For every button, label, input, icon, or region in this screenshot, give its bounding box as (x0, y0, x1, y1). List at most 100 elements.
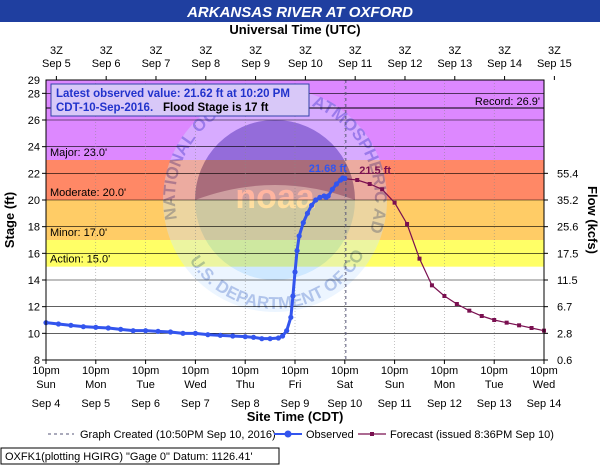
forecast-point (405, 222, 410, 226)
zone-label-action: Action: 15.0' (50, 254, 110, 266)
top-tick-label-time: 3Z (448, 45, 461, 57)
top-tick-label-date: Sep 6 (92, 58, 121, 70)
observed-point (300, 220, 306, 226)
observed-point (288, 314, 294, 320)
observed-point (342, 175, 348, 181)
datum-footer: OXFK1(plotting HGIRG) "Gage 0" Datum: 11… (5, 451, 253, 463)
right-tick-label: 0.6 (557, 355, 572, 367)
bottom-tick-label-date: Sep 9 (281, 398, 310, 410)
observed-point (333, 181, 340, 187)
bottom-tick-label-date: Sep 6 (131, 398, 160, 410)
bottom-tick-label-time: 10pm (82, 365, 110, 377)
chart-title: ARKANSAS RIVER AT OXFORD (186, 4, 413, 21)
forecast-point (429, 283, 434, 288)
top-tick-label-time: 3Z (299, 45, 312, 57)
left-axis-title: Stage (ft) (2, 192, 17, 248)
bottom-tick-label-day: Tue (136, 379, 155, 391)
bottom-tick-label-day: Tue (485, 379, 504, 391)
top-tick-label-date: Sep 8 (191, 58, 220, 70)
bottom-tick-label-date: Sep 14 (527, 398, 562, 410)
observed-point (105, 325, 111, 331)
legend-graph-created: Graph Created (10:50PM Sep 10, 2016) (80, 429, 276, 441)
top-tick-label-time: 3Z (100, 45, 113, 57)
observed-point (217, 332, 223, 338)
legend: Graph Created (10:50PM Sep 10, 2016) Obs… (48, 429, 554, 441)
right-tick-label: 2.8 (557, 328, 572, 340)
top-tick-label-time: 3Z (349, 45, 362, 57)
top-tick-label-date: Sep 13 (437, 58, 472, 70)
left-tick-label: 16 (28, 248, 40, 260)
bottom-tick-label-time: 10pm (281, 365, 309, 377)
bottom-tick-label-day: Thu (236, 379, 255, 391)
top-tick-label-time: 3Z (498, 45, 511, 57)
bottom-tick-label-day: Fri (289, 379, 302, 391)
right-tick-label: 6.7 (557, 302, 572, 314)
observed-point (290, 293, 296, 299)
observed-point (230, 333, 236, 339)
top-tick-label-date: Sep 7 (142, 58, 171, 70)
bottom-tick-label-day: Wed (184, 379, 206, 391)
forecast-point (492, 318, 497, 322)
latest-value-date: CDT-10-Sep-2016. (56, 102, 153, 114)
observed-point (284, 328, 290, 334)
bottom-tick-label-day: Sat (337, 379, 354, 391)
record-label: Record: 26.9' (475, 96, 540, 108)
zone-label-moderate: Moderate: 20.0' (50, 187, 126, 199)
bottom-tick-label-date: Sep 8 (231, 398, 260, 410)
bottom-axis: 10pm Sun Sep 4 10pm Mon Sep 5 10pm Tue Sep 6 10pm… (32, 360, 562, 410)
latest-value-box: Latest observed value: 21.62 ft at 10:20… (50, 83, 310, 117)
forecast-point (517, 323, 522, 328)
observed-series (43, 175, 348, 342)
observed-point (259, 336, 265, 342)
observed-point (55, 321, 62, 327)
forecast-point (355, 178, 360, 182)
top-tick-label-date: Sep 5 (42, 58, 71, 70)
forecast-point (454, 302, 459, 306)
observed-point (317, 194, 323, 200)
bottom-tick-label-date: Sep 10 (327, 398, 362, 410)
bottom-tick-label-time: 10pm (182, 365, 210, 377)
observed-point (313, 197, 319, 203)
observed-point (267, 336, 273, 342)
left-tick-label: 22 (28, 168, 40, 180)
bottom-tick-label-time: 10pm (331, 365, 359, 377)
top-tick-label-time: 3Z (399, 45, 412, 57)
forecast-point (417, 256, 422, 261)
bottom-tick-label-time: 10pm (32, 365, 60, 377)
left-tick-label: 8 (34, 355, 40, 367)
legend-observed: Observed (306, 429, 354, 441)
top-tick-label-time: 3Z (249, 45, 262, 57)
top-tick-label-time: 3Z (150, 45, 163, 57)
right-axis: 0.6 2.8 6.7 11.5 17.5 25.6 35.2 55.4 (544, 168, 578, 367)
latest-value-line: Latest observed value: 21.62 ft at 10:20… (56, 88, 290, 100)
observed-point (309, 202, 315, 208)
top-tick-label-date: Sep 15 (537, 58, 572, 70)
forecast-point (467, 308, 472, 313)
top-tick-label-date: Sep 11 (338, 58, 372, 70)
observed-point (93, 324, 99, 330)
bottom-tick-label-time: 10pm (431, 365, 459, 377)
forecast-point (529, 326, 534, 330)
top-tick-label-time: 3Z (50, 45, 63, 57)
bottom-tick-label-date: Sep 7 (181, 398, 210, 410)
bottom-tick-label-day: Sun (385, 379, 405, 391)
forecast-series (342, 176, 546, 333)
top-tick-label-date: Sep 9 (241, 58, 270, 70)
legend-forecast-marker (370, 432, 374, 436)
footer-box (0, 447, 280, 465)
bottom-tick-label-day: Wed (533, 379, 555, 391)
logo-bird-shape (195, 120, 355, 200)
forecast-point (442, 294, 447, 298)
forecast-point (392, 200, 397, 205)
observed-point (130, 328, 136, 334)
bottom-tick-label-time: 10pm (381, 365, 409, 377)
zone-label-major: Major: 23.0' (50, 147, 107, 159)
top-tick-label-date: Sep 10 (288, 58, 323, 70)
bottom-tick-label-day: Mon (434, 379, 455, 391)
observed-point (118, 326, 124, 332)
left-tick-label: 20 (28, 195, 40, 207)
